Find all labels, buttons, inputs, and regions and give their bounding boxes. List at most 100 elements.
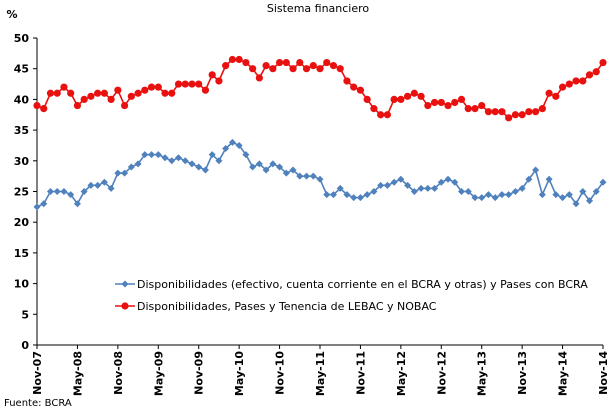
data-point — [282, 169, 290, 177]
data-point — [134, 89, 142, 97]
data-point — [40, 105, 48, 113]
data-point — [120, 101, 129, 110]
data-point — [444, 175, 452, 183]
data-point — [242, 151, 250, 159]
data-point — [262, 166, 270, 174]
data-point — [309, 62, 317, 70]
data-point — [370, 188, 378, 195]
data-point — [215, 77, 223, 85]
data-point — [585, 71, 594, 79]
data-point — [451, 98, 459, 107]
data-point — [175, 154, 182, 162]
x-tick-label: Nov-12 — [435, 351, 448, 395]
data-point — [188, 160, 196, 168]
data-point — [67, 191, 75, 199]
data-point — [545, 175, 553, 183]
data-point — [235, 55, 243, 64]
legend-label: Disponibilidades, Pases y Tenencia de LE… — [137, 300, 437, 313]
data-point — [40, 200, 48, 208]
data-point — [87, 92, 95, 100]
data-point — [397, 175, 405, 183]
data-point — [201, 166, 209, 174]
data-point — [599, 58, 607, 67]
data-point — [484, 108, 493, 116]
data-point — [505, 114, 513, 122]
data-point — [289, 65, 297, 73]
data-point — [552, 191, 560, 199]
data-point — [430, 98, 439, 107]
data-point — [478, 194, 486, 202]
data-point — [350, 194, 358, 202]
data-point — [525, 175, 533, 183]
data-point — [410, 89, 418, 97]
data-point — [579, 77, 587, 85]
data-point — [114, 169, 122, 177]
data-point — [525, 108, 533, 116]
y-tick-label: 35 — [14, 124, 29, 137]
x-tick-label: May-12 — [395, 351, 408, 396]
data-point — [228, 55, 237, 64]
data-point — [289, 166, 297, 174]
data-point — [323, 58, 331, 67]
data-point — [208, 151, 216, 159]
data-point — [269, 160, 277, 168]
data-point — [558, 83, 567, 91]
data-point — [545, 89, 553, 97]
data-point — [417, 184, 425, 192]
data-point — [532, 166, 540, 174]
data-point — [464, 105, 472, 113]
data-point — [586, 197, 594, 205]
data-point — [350, 83, 358, 91]
data-point — [498, 108, 506, 116]
data-point — [46, 188, 54, 195]
data-point — [356, 194, 364, 202]
data-point — [599, 178, 607, 186]
series-line — [36, 141, 604, 208]
data-point — [457, 95, 466, 103]
data-point — [161, 154, 169, 162]
data-point — [154, 151, 162, 159]
data-point — [222, 145, 230, 153]
source-note: Fuente: BCRA — [4, 398, 72, 409]
x-tick-label: May-13 — [476, 351, 489, 396]
legend-marker — [121, 280, 129, 288]
x-tick-label: Nov-11 — [354, 351, 367, 395]
data-point — [565, 80, 573, 88]
data-point — [87, 181, 95, 189]
data-point — [60, 188, 68, 195]
data-point — [431, 184, 439, 192]
data-point — [464, 188, 472, 195]
data-point — [444, 101, 452, 110]
data-point — [53, 89, 61, 97]
data-point — [255, 74, 263, 82]
data-point — [33, 203, 41, 211]
data-point — [134, 160, 142, 168]
data-point — [390, 178, 398, 186]
data-point — [329, 191, 337, 199]
data-point — [424, 184, 432, 192]
data-point — [154, 83, 162, 91]
data-point — [538, 105, 546, 113]
data-point — [168, 89, 176, 97]
data-point — [565, 191, 573, 199]
data-point — [579, 188, 587, 195]
data-point — [329, 62, 338, 70]
data-point — [316, 65, 324, 73]
x-tick-label: May-09 — [152, 351, 165, 396]
x-tick-label: May-10 — [233, 351, 246, 396]
data-point — [437, 178, 445, 186]
data-point — [276, 163, 284, 171]
y-axis-label: % — [6, 8, 17, 21]
data-point — [296, 172, 304, 180]
data-point — [377, 181, 385, 189]
data-point — [127, 163, 135, 171]
x-tick-label: May-11 — [314, 351, 327, 396]
y-tick-label: 40 — [14, 93, 30, 106]
data-point — [73, 101, 82, 110]
data-point — [424, 101, 432, 110]
y-tick-label: 50 — [14, 32, 30, 45]
data-point — [484, 191, 492, 199]
data-point — [302, 65, 311, 73]
data-point — [518, 111, 526, 119]
